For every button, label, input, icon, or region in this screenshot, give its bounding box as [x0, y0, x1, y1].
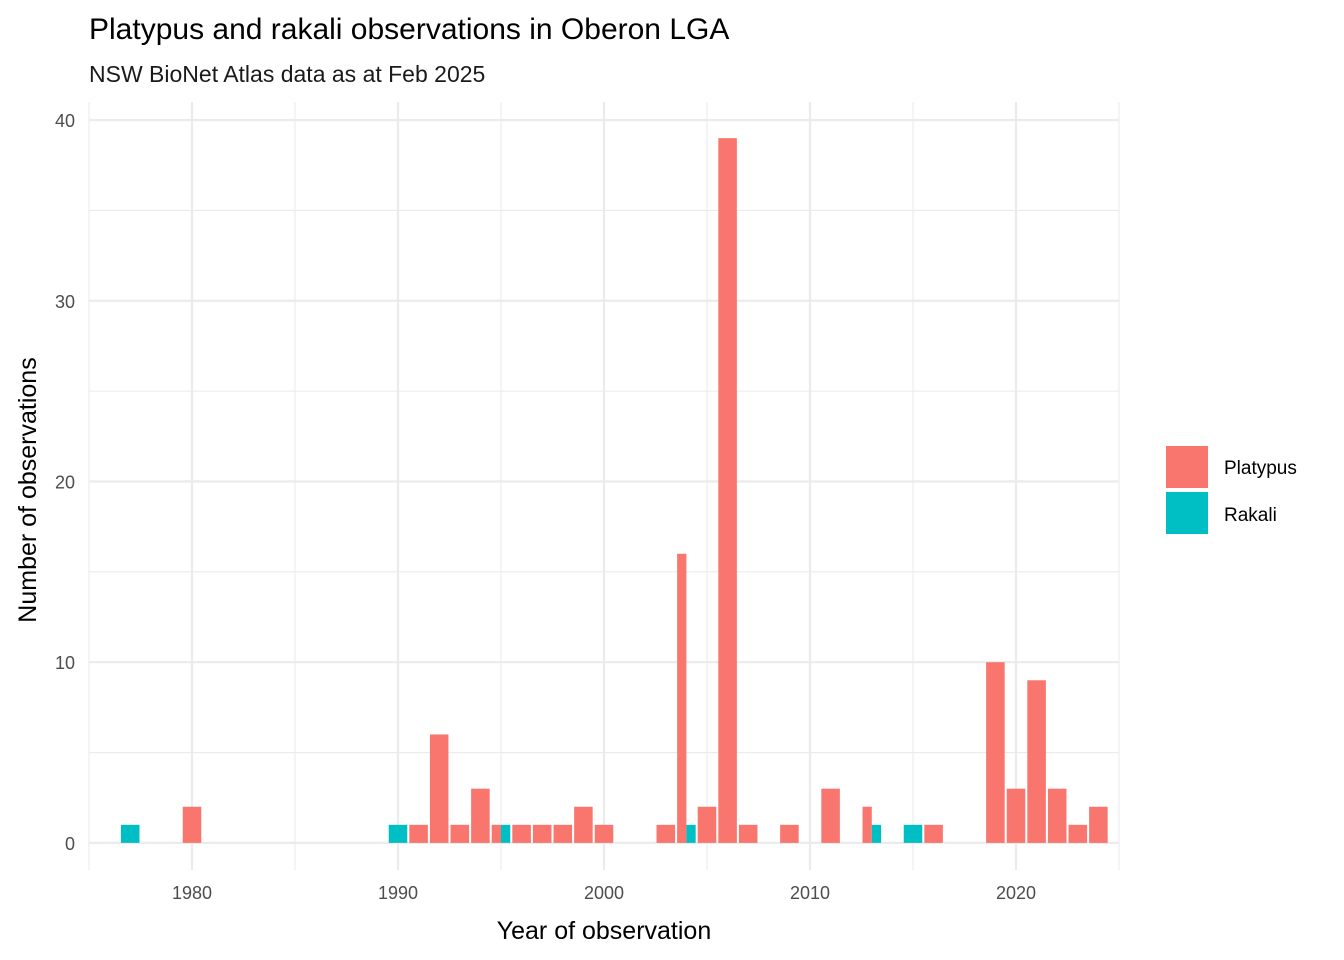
grid [88, 102, 1120, 870]
bar-platypus-1999 [574, 806, 593, 843]
x-tick-label: 2010 [790, 883, 830, 903]
bar-platypus-2006 [718, 138, 737, 843]
bar-platypus-2020 [1006, 788, 1026, 843]
bar-platypus-2003 [656, 824, 676, 843]
bar-platypus-2024 [1089, 806, 1108, 843]
bar-platypus-2007 [738, 824, 758, 843]
bar-platypus-1991 [409, 824, 428, 843]
chart-subtitle: NSW BioNet Atlas data as at Feb 2025 [89, 61, 485, 87]
y-tick-label: 30 [55, 292, 75, 312]
bar-platypus-1995 [491, 824, 501, 843]
bar-rakali-2015 [903, 824, 923, 843]
x-tick-label: 1990 [378, 883, 418, 903]
bar-platypus-2005 [697, 806, 717, 843]
bar-platypus-2000 [594, 824, 614, 843]
bar-platypus-1998 [553, 824, 573, 843]
bar-rakali-1995 [501, 824, 511, 843]
bar-platypus-2009 [780, 824, 799, 843]
y-tick-label: 0 [65, 834, 75, 854]
bar-rakali-2004 [686, 824, 696, 843]
bar-platypus-2021 [1027, 680, 1046, 843]
x-tick-labels: 1980 1990 2000 2010 2020 [172, 883, 1036, 903]
x-tick-label: 1980 [172, 883, 212, 903]
bar-platypus-2013 [862, 806, 872, 843]
y-tick-label: 20 [55, 472, 75, 492]
y-tick-label: 40 [55, 111, 75, 131]
bar-platypus-1980 [182, 806, 202, 843]
bar-platypus-2011 [821, 788, 840, 843]
y-tick-labels: 0 10 20 30 40 [55, 111, 75, 854]
x-tick-label: 2020 [996, 883, 1036, 903]
bar-platypus-2023 [1068, 824, 1088, 843]
bar-platypus-2019 [986, 662, 1005, 843]
legend-key-platypus [1166, 446, 1208, 488]
y-axis-label: Number of observations [14, 357, 42, 622]
legend-key-rakali [1166, 492, 1208, 534]
legend-label-rakali: Rakali [1224, 505, 1277, 526]
legend: Platypus Rakali [1166, 446, 1297, 534]
chart-title: Platypus and rakali observations in Ober… [89, 13, 729, 46]
bar-platypus-2016 [924, 824, 943, 843]
bars [120, 138, 1108, 843]
x-tick-label: 2000 [584, 883, 624, 903]
bar-platypus-1992 [429, 734, 449, 843]
bar-platypus-1994 [471, 788, 490, 843]
bar-platypus-2004 [677, 553, 687, 843]
bar-rakali-2013 [871, 824, 882, 843]
bar-platypus-2022 [1047, 788, 1067, 843]
bar-rakali-1977 [120, 824, 140, 843]
legend-label-platypus: Platypus [1224, 458, 1297, 479]
x-axis-label: Year of observation [497, 917, 712, 945]
bar-platypus-1993 [450, 824, 470, 843]
bar-rakali-1990 [388, 824, 408, 843]
bar-platypus-1996 [512, 824, 531, 843]
bar-platypus-1997 [532, 824, 552, 843]
y-tick-label: 10 [55, 653, 75, 673]
